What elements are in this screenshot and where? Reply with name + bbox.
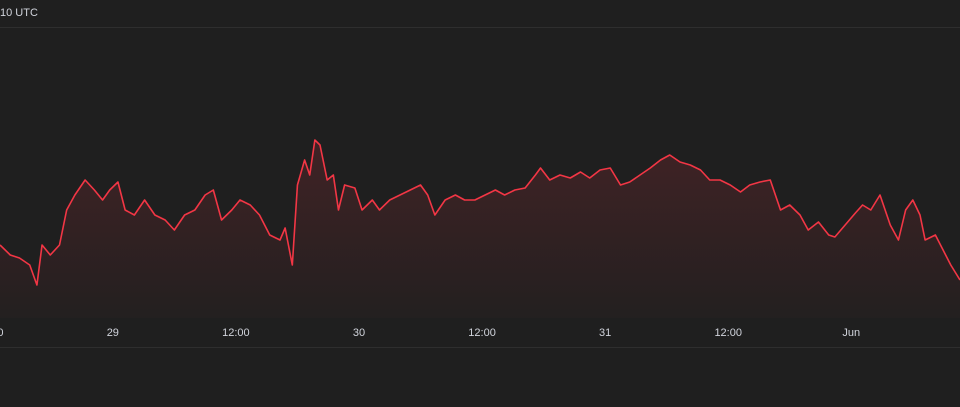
- x-tick-label: 12:00: [0, 327, 4, 339]
- x-tick-label: 29: [107, 327, 119, 339]
- x-tick-label: 30: [353, 327, 365, 339]
- price-line: [0, 139, 960, 286]
- x-tick-label: 31: [599, 327, 611, 339]
- x-tick-label: 12:00: [222, 327, 250, 339]
- chart-title: 10 UTC: [0, 7, 38, 19]
- x-tick-label: Jun: [842, 327, 860, 339]
- x-tick-label: 12:00: [468, 327, 496, 339]
- x-tick-label: 12:00: [714, 327, 742, 339]
- area: [0, 140, 960, 318]
